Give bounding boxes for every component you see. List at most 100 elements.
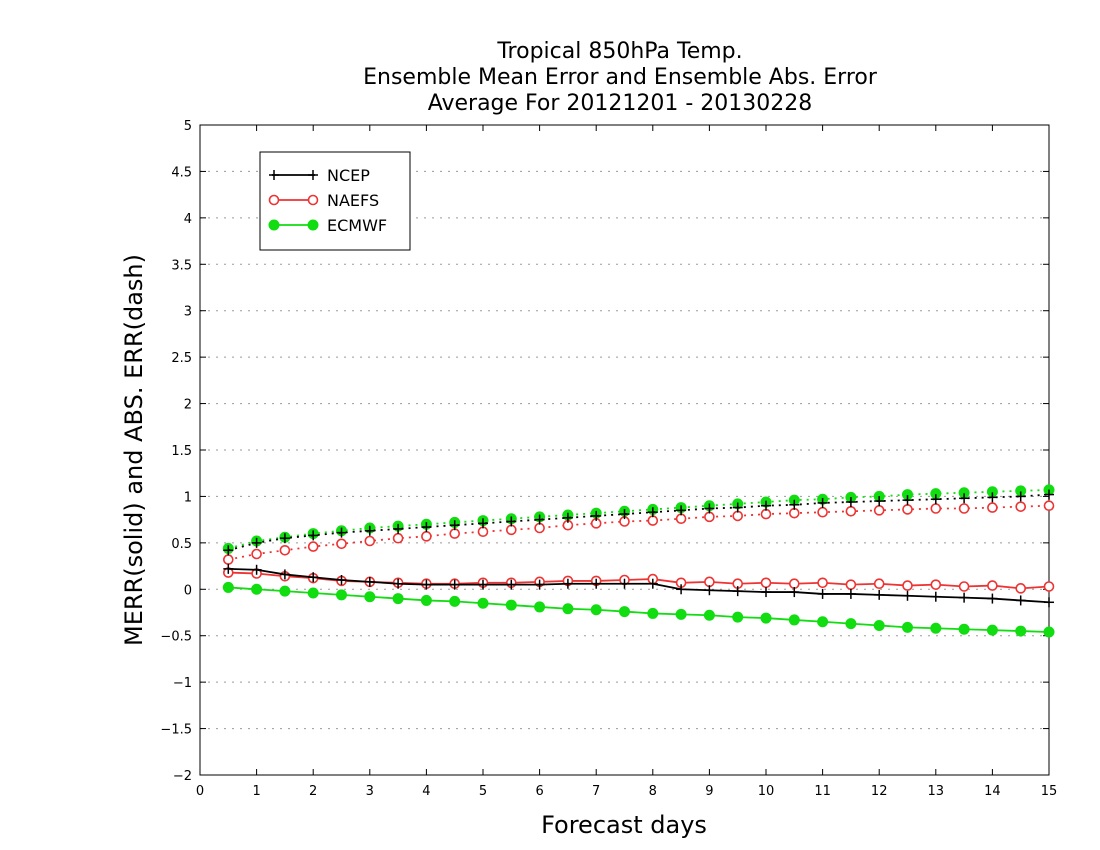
x-tick-label: 14: [984, 784, 1001, 799]
y-axis-label: MERR(solid) and ABS. ERR(dash): [120, 254, 148, 646]
point-ncep-merr: [393, 578, 404, 589]
y-tick-label: 0: [184, 583, 192, 598]
point-ncep-merr: [1015, 595, 1026, 606]
point-naefs-merr: [873, 578, 885, 590]
line-ecmwf-merr: [228, 586, 1050, 633]
point-ecmwf-merr: [534, 601, 546, 613]
point-naefs-abs-err: [817, 506, 828, 518]
point-naefs-abs-err: [449, 528, 461, 539]
y-tick-label: 2: [184, 398, 192, 413]
point-ncep-merr: [279, 569, 290, 580]
point-ncep-abs-err: [959, 493, 970, 504]
point-naefs-merr: [704, 576, 715, 588]
legend-label: NCEP: [327, 166, 370, 185]
point-ecmwf-merr: [590, 604, 602, 616]
x-tick-label: 5: [479, 784, 487, 799]
point-ncep-abs-err: [478, 518, 488, 529]
point-ncep-abs-err: [1015, 491, 1026, 502]
point-naefs-abs-err: [675, 513, 687, 525]
point-ncep-abs-err: [647, 507, 658, 518]
point-ncep-abs-err: [308, 530, 319, 541]
point-naefs-abs-err: [421, 531, 432, 542]
point-ecmwf-merr: [760, 612, 772, 624]
point-ncep-abs-err: [902, 495, 913, 506]
point-naefs-abs-err: [873, 505, 885, 516]
y-tick-label: 1: [184, 490, 192, 505]
point-ecmwf-merr: [477, 597, 489, 609]
point-ecmwf-merr: [902, 621, 913, 633]
point-ncep-merr: [534, 579, 545, 590]
point-ncep-merr: [930, 591, 941, 602]
point-ecmwf-merr: [845, 618, 857, 630]
point-ecmwf-merr: [732, 611, 744, 623]
point-naefs-abs-err: [760, 508, 772, 520]
y-tick-label: 0.5: [171, 537, 192, 552]
point-ncep-abs-err: [279, 533, 290, 544]
title-line-2: Ensemble Mean Error and Ensemble Abs. Er…: [363, 65, 878, 90]
point-ncep-merr: [478, 579, 488, 590]
point-ecmwf-merr: [307, 587, 319, 599]
y-tick-label: −2: [173, 769, 192, 784]
line-ncep-abs-err: [228, 493, 1050, 552]
point-ncep-merr: [506, 579, 517, 590]
point-ncep-merr: [676, 584, 687, 595]
point-ncep-abs-err: [789, 499, 800, 510]
point-ecmwf-merr: [251, 583, 263, 595]
series: [222, 484, 1055, 638]
x-tick-label: 1: [252, 784, 260, 799]
point-ncep-merr: [874, 589, 885, 600]
point-ncep-merr: [647, 578, 658, 589]
point-ncep-abs-err: [817, 497, 828, 508]
y-tick-label: 1.5: [171, 444, 192, 459]
point-ecmwf-merr: [562, 603, 574, 615]
point-ecmwf-merr: [449, 595, 461, 607]
point-ncep-abs-err: [251, 537, 262, 548]
y-tick-label: 2.5: [171, 351, 192, 366]
point-naefs-abs-err: [647, 515, 659, 526]
point-ncep-abs-err: [930, 494, 941, 505]
x-tick-label: 2: [309, 784, 317, 799]
point-ncep-merr: [251, 564, 262, 575]
point-ncep-merr: [364, 576, 375, 587]
x-tick-label: 10: [758, 784, 775, 799]
point-ncep-abs-err: [845, 497, 856, 507]
point-naefs-merr: [958, 581, 970, 592]
point-naefs-abs-err: [987, 502, 998, 513]
point-ecmwf-merr: [1043, 626, 1055, 638]
point-naefs-abs-err: [477, 526, 489, 538]
point-ncep-abs-err: [591, 510, 602, 521]
point-naefs-abs-err: [505, 524, 517, 536]
point-ecmwf-merr: [873, 620, 885, 631]
series-naefs: [223, 500, 1055, 594]
point-ncep-merr: [959, 592, 970, 603]
legend-item-ecmwf: ECMWF: [268, 216, 387, 235]
point-naefs-abs-err: [534, 522, 545, 534]
point-ecmwf-merr: [420, 594, 432, 606]
x-axis-label: Forecast days: [541, 811, 707, 839]
legend-item-ncep: NCEP: [269, 166, 370, 185]
x-tick-label: 3: [366, 784, 374, 799]
x-tick-label: 9: [705, 784, 713, 799]
point-ncep-merr: [789, 587, 800, 598]
series-ncep: [223, 489, 1054, 608]
point-naefs-merr: [845, 579, 857, 590]
point-ecmwf-merr: [817, 616, 829, 628]
point-naefs-abs-err: [336, 538, 347, 550]
point-ncep-abs-err: [987, 492, 998, 503]
x-tick-label: 12: [871, 784, 888, 799]
gridlines: [200, 170, 1049, 730]
point-ncep-abs-err: [534, 514, 545, 525]
y-tick-label: −1.5: [160, 723, 192, 738]
legend-marker: [307, 219, 319, 231]
point-naefs-abs-err: [1043, 500, 1055, 512]
point-ecmwf-merr: [958, 623, 970, 635]
point-ncep-merr: [732, 586, 743, 597]
x-tick-label: 4: [422, 784, 430, 799]
legend-marker: [268, 219, 280, 231]
y-tick-label: 4.5: [171, 165, 192, 180]
point-ncep-merr: [704, 585, 715, 596]
point-ncep-abs-err: [449, 520, 460, 531]
point-naefs-abs-err: [845, 505, 857, 517]
point-naefs-abs-err: [251, 548, 262, 560]
